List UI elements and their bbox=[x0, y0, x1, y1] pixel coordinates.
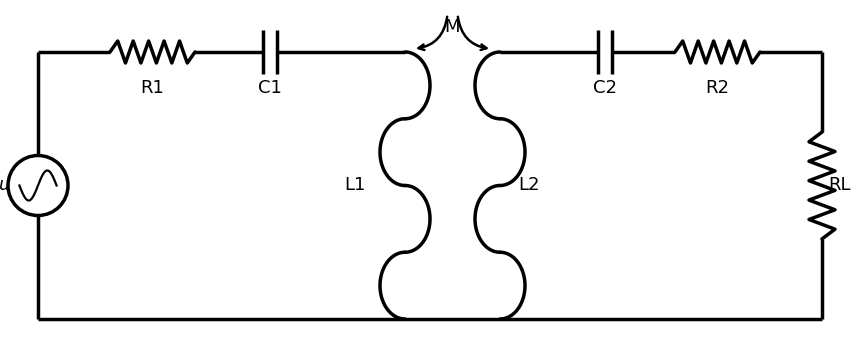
Text: u: u bbox=[0, 176, 10, 194]
Text: C1: C1 bbox=[258, 79, 282, 97]
Text: M: M bbox=[445, 18, 460, 36]
Text: RL: RL bbox=[829, 176, 851, 194]
Text: L2: L2 bbox=[518, 176, 539, 194]
Text: R2: R2 bbox=[705, 79, 729, 97]
Text: L1: L1 bbox=[344, 176, 366, 194]
Text: R1: R1 bbox=[140, 79, 164, 97]
Text: C2: C2 bbox=[593, 79, 617, 97]
